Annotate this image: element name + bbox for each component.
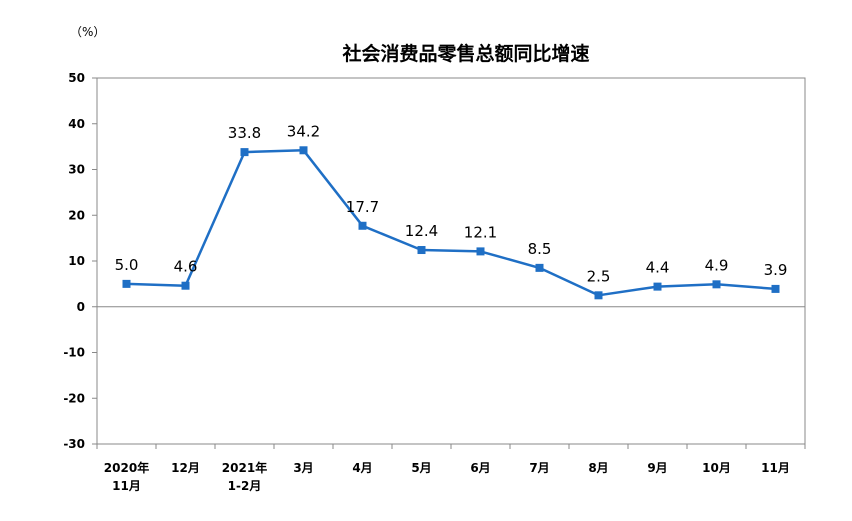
data-label: 5.0 — [115, 256, 139, 274]
x-tick-label: 2020年 — [104, 460, 149, 475]
series-line-group — [122, 146, 780, 300]
series-line — [126, 149, 776, 297]
x-axis: 2020年 11月 12月 2021年 1-2月 3月 4月 5月 6月 7月 8月 9月 10月 11月 — [96, 306, 806, 493]
data-label: 33.8 — [228, 124, 261, 142]
x-tick-label: 11月 — [761, 461, 790, 475]
data-point-marker — [594, 291, 603, 300]
y-axis: 50 40 30 20 10 0 -10 -20 -30 — [63, 71, 97, 451]
y-tick-label: 20 — [68, 208, 85, 222]
unit-label: （%） — [70, 25, 105, 39]
x-tick-label: 6月 — [470, 461, 490, 475]
data-label: 12.4 — [405, 222, 438, 240]
x-tick-label: 8月 — [588, 461, 608, 475]
y-tick-label: -20 — [63, 391, 85, 405]
data-point-marker — [535, 263, 544, 272]
x-tick-label: 4月 — [352, 461, 372, 475]
data-point-marker — [299, 146, 308, 155]
data-point-marker — [771, 284, 780, 293]
y-tick-label: 10 — [68, 254, 85, 268]
data-label: 4.9 — [705, 256, 729, 274]
plot-area — [96, 77, 806, 445]
y-tick-label: 50 — [68, 71, 85, 85]
data-point-marker — [476, 247, 485, 256]
data-label: 17.7 — [346, 198, 379, 216]
data-point-marker — [122, 279, 131, 288]
x-tick-label: 1-2月 — [228, 479, 262, 493]
data-point-marker — [653, 282, 662, 291]
data-point-marker — [712, 280, 721, 289]
chart-title: 社会消费品零售总额同比增速 — [341, 42, 589, 65]
x-tick-label: 5月 — [411, 461, 431, 475]
data-labels: 5.0 4.6 33.8 34.2 17.7 12.4 12.1 8.5 2.5 4.4 4.9 3.… — [115, 122, 788, 285]
data-point-marker — [181, 281, 190, 290]
x-tick-label: 2021年 — [222, 460, 267, 475]
x-tick-label: 10月 — [702, 461, 731, 475]
y-tick-label: -10 — [63, 346, 85, 360]
y-tick-label: 0 — [77, 300, 85, 314]
x-tick-label: 12月 — [171, 461, 200, 475]
data-label: 34.2 — [287, 122, 320, 140]
data-label: 3.9 — [764, 261, 788, 279]
y-tick-label: 40 — [68, 117, 85, 131]
data-label: 2.5 — [587, 267, 611, 285]
x-tick-label: 7月 — [529, 461, 549, 475]
data-label: 4.6 — [174, 258, 198, 276]
y-tick-label: 30 — [68, 163, 85, 177]
y-tick-label: -30 — [63, 437, 85, 451]
data-point-marker — [417, 246, 426, 255]
data-point-marker — [358, 221, 367, 230]
data-label: 12.1 — [464, 223, 497, 241]
data-label: 8.5 — [528, 240, 552, 258]
x-tick-label: 9月 — [647, 461, 667, 475]
x-tick-label: 3月 — [293, 461, 313, 475]
data-label: 4.4 — [646, 259, 670, 277]
data-point-marker — [240, 148, 249, 157]
x-tick-label: 11月 — [112, 479, 141, 493]
